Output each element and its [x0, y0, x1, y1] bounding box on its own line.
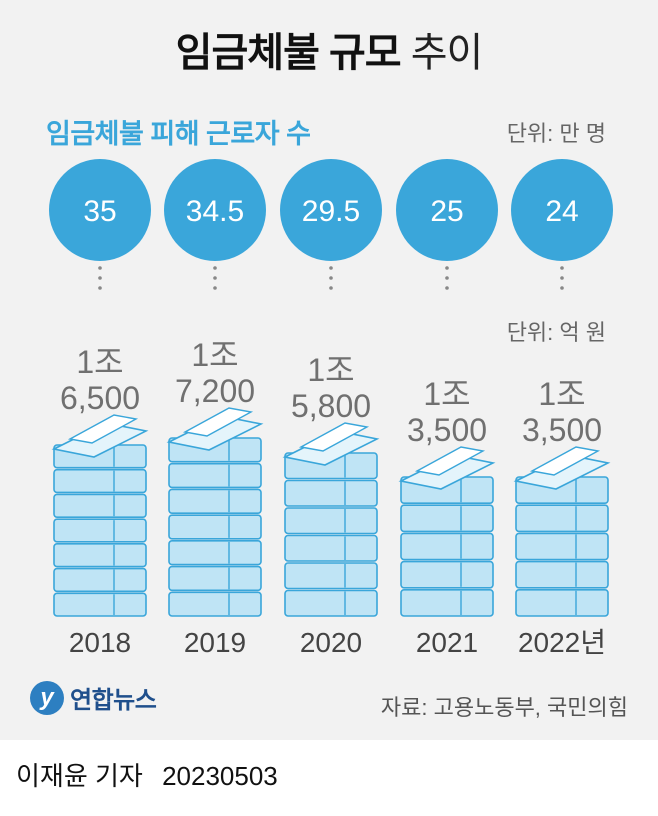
- connector-dot: [98, 266, 102, 270]
- amount-label-remainder: 6,500: [60, 380, 140, 416]
- year-label: 2018: [69, 627, 131, 658]
- money-bundle: [284, 562, 378, 590]
- unit-label-amount: 단위: 억 원: [506, 320, 606, 345]
- connector-dot: [445, 266, 449, 270]
- money-bundle: [284, 479, 378, 507]
- money-bundle: [53, 567, 147, 593]
- money-pile: [513, 446, 611, 617]
- money-bundle: [400, 588, 494, 617]
- connector-dot: [213, 266, 217, 270]
- worker-count-label: 25: [430, 195, 463, 228]
- amount-label-trillion: 1조: [76, 344, 123, 380]
- money-bundle: [168, 540, 262, 566]
- amount-label-remainder: 5,800: [291, 388, 371, 424]
- amount-label-trillion: 1조: [538, 376, 585, 412]
- money-bundle: [53, 543, 147, 568]
- money-bundle: [284, 534, 378, 562]
- publish-date: 20230503: [162, 761, 278, 791]
- amount-label-trillion: 1조: [191, 337, 238, 373]
- year-label: 2022년: [518, 627, 606, 658]
- connector-dot: [445, 286, 449, 290]
- amount-label-trillion: 1조: [307, 352, 354, 388]
- year-label: 2021: [416, 627, 478, 658]
- worker-count-circle: [164, 159, 266, 261]
- money-bundle: [515, 588, 609, 617]
- chart-subtitle: 임금체불 피해 근로자 수: [46, 119, 311, 149]
- worker-count-label: 29.5: [302, 195, 360, 228]
- logo-text: 연합뉴스: [70, 687, 157, 714]
- money-bundle: [284, 589, 378, 617]
- worker-count-circle: [511, 159, 613, 261]
- amount-label-remainder: 3,500: [407, 412, 487, 448]
- money-pile: [166, 407, 264, 617]
- connector-dot: [560, 286, 564, 290]
- chart-title: 임금체불 규모 추이: [0, 20, 658, 78]
- title-rest: 추이: [410, 31, 484, 75]
- connector-dot: [98, 276, 102, 280]
- amount-label-remainder: 7,200: [175, 373, 255, 409]
- money-pile: [282, 422, 380, 617]
- money-pile: [398, 446, 496, 617]
- money-bundle: [53, 493, 147, 518]
- loose-bill: [182, 407, 254, 437]
- unit-label-workers: 단위: 만 명: [506, 121, 606, 146]
- loose-bill: [414, 446, 486, 476]
- connector-dot: [329, 276, 333, 280]
- logo-icon: y: [30, 680, 64, 715]
- money-bundle: [400, 504, 494, 533]
- year-label: 2020: [300, 627, 362, 658]
- loose-bill: [298, 422, 370, 452]
- byline: 이재윤 기자 20230503: [16, 756, 278, 793]
- connector-dot: [560, 276, 564, 280]
- connector-dot: [329, 286, 333, 290]
- loose-bill: [67, 414, 139, 444]
- chart-area: 351조6,500201834.51조7,200201929.51조5,8002…: [49, 159, 613, 658]
- money-bundle: [168, 591, 262, 617]
- money-bundle: [53, 468, 147, 494]
- connector-dot: [98, 286, 102, 290]
- worker-count-circle: [396, 159, 498, 261]
- worker-count-label: 35: [83, 195, 116, 228]
- connector-dot: [329, 266, 333, 270]
- worker-count-circle: [280, 159, 382, 261]
- money-bundle: [515, 532, 609, 561]
- worker-count-label: 34.5: [186, 195, 244, 228]
- source-note: 자료: 고용노동부, 국민의힘: [380, 695, 628, 720]
- worker-count-label: 24: [545, 195, 578, 228]
- money-pile: [51, 414, 149, 617]
- money-bundle: [53, 518, 147, 543]
- money-bundle: [515, 560, 609, 589]
- connector-dot: [213, 276, 217, 280]
- connector-dot: [213, 286, 217, 290]
- money-bundle: [400, 532, 494, 561]
- title-bold: 임금체불 규모: [175, 31, 402, 75]
- yonhap-logo: y 연합뉴스: [30, 680, 157, 715]
- money-bundle: [400, 560, 494, 589]
- money-bundle: [168, 514, 262, 540]
- connector-dot: [445, 276, 449, 280]
- money-bundle: [168, 488, 262, 514]
- money-bundle: [53, 592, 147, 617]
- amount-label-remainder: 3,500: [522, 412, 602, 448]
- reporter-name: 이재윤 기자: [16, 761, 143, 791]
- money-bundle: [168, 462, 262, 489]
- amount-label-trillion: 1조: [423, 376, 470, 412]
- loose-bill: [529, 446, 601, 476]
- money-bundle: [515, 504, 609, 533]
- year-label: 2019: [184, 627, 246, 658]
- worker-count-circle: [49, 159, 151, 261]
- money-bundle: [168, 565, 262, 592]
- money-bundle: [284, 507, 378, 535]
- connector-dot: [560, 266, 564, 270]
